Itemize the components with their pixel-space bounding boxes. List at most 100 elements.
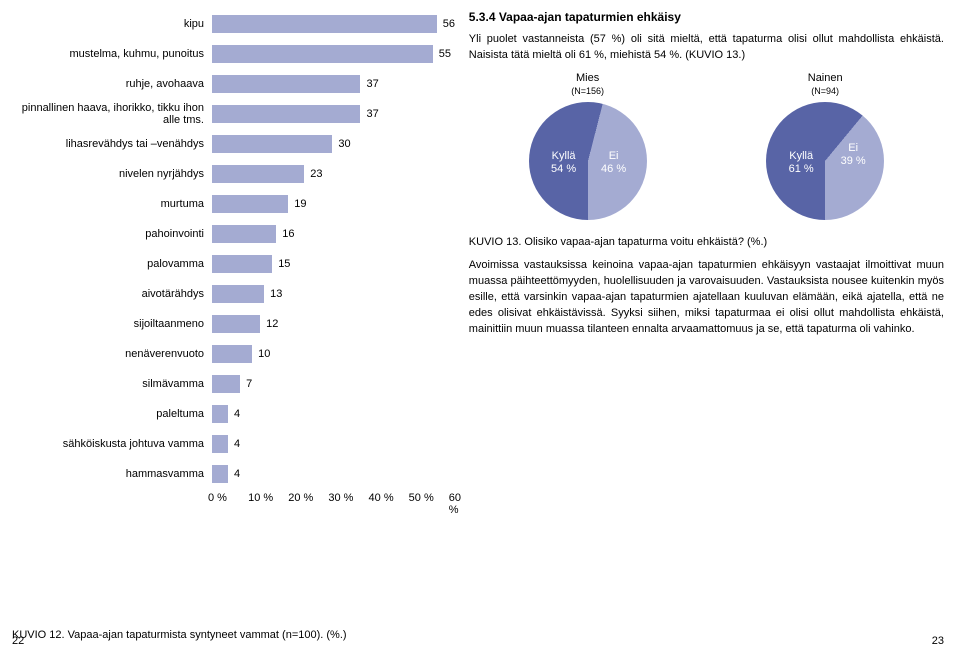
bar-label: silmävamma [12,378,212,390]
bar-label: paleltuma [12,408,212,420]
bar-row: nivelen nyrjähdys 23 [12,160,453,188]
bar-label: palovamma [12,258,212,270]
axis-tick-label: 30 % [328,492,353,504]
bar-value: 37 [362,75,378,93]
bar-value: 7 [242,375,252,393]
bar-value: 4 [230,405,240,423]
bar-fill [212,435,228,453]
figure-13-caption: KUVIO 13. Olisiko vapaa-ajan tapaturma v… [469,236,944,248]
bar-track: 4 [212,405,453,423]
bar-fill [212,405,228,423]
axis-tick-label: 60 % [449,492,461,516]
bar-fill [212,255,272,273]
bar-label: pinnallinen haava, ihorikko, tikku ihon … [12,102,212,126]
pie-mies: Kyllä54 % Ei46 % [529,102,647,220]
bar-row: lihasrevähdys tai –venähdys 30 [12,130,453,158]
bar-fill [212,225,276,243]
bar-track: 23 [212,165,453,183]
axis-tick-label: 40 % [369,492,394,504]
page-number-left: 22 [12,635,24,647]
bar-value: 30 [334,135,350,153]
bar-row: palovamma 15 [12,250,453,278]
bar-track: 4 [212,435,453,453]
axis-tick-label: 50 % [409,492,434,504]
bar-label: pahoinvointi [12,228,212,240]
bar-track: 15 [212,255,453,273]
bar-value: 55 [435,45,451,63]
bar-fill [212,285,264,303]
bar-track: 56 [212,15,453,33]
bar-row: pinnallinen haava, ihorikko, tikku ihon … [12,100,453,128]
body-paragraph: Avoimissa vastauksissa keinoina vapaa-aj… [469,258,944,338]
bar-fill [212,375,240,393]
pie-nainen-yes-label: Kyllä61 % [776,150,826,176]
bar-row: ruhje, avohaava 37 [12,70,453,98]
bar-label: hammasvamma [12,468,212,480]
bar-value: 19 [290,195,306,213]
pie-nainen: Kyllä61 % Ei39 % [766,102,884,220]
section-heading: 5.3.4 Vapaa-ajan tapaturmien ehkäisy [469,10,944,24]
bar-track: 19 [212,195,453,213]
intro-paragraph: Yli puolet vastanneista (57 %) oli sitä … [469,32,944,64]
axis-tick-label: 10 % [248,492,273,504]
bar-chart: kipu56 mustelma, kuhmu, punoitus 55 ruhje, … [12,10,453,488]
bar-value: 12 [262,315,278,333]
bar-value: 10 [254,345,270,363]
pie-nainen-no-label: Ei39 % [828,142,878,168]
bar-label: kipu [12,18,212,30]
bar-value: 4 [230,465,240,483]
bar-chart-x-axis: 0 %10 %20 %30 %40 %50 %60 % [220,492,453,508]
bar-label: aivotärähdys [12,288,212,300]
bar-label: nivelen nyrjähdys [12,168,212,180]
bar-row: sijoiltaanmeno 12 [12,310,453,338]
bar-row: sähköiskusta johtuva vamma 4 [12,430,453,458]
bar-track: 13 [212,285,453,303]
bar-fill [212,75,360,93]
bar-label: mustelma, kuhmu, punoitus [12,48,212,60]
bar-label: ruhje, avohaava [12,78,212,90]
pie-mies-sub: (N=156) [571,86,604,96]
bar-row: aivotärähdys 13 [12,280,453,308]
bar-fill [212,195,288,213]
bar-value: 13 [266,285,282,303]
bar-fill [212,105,360,123]
bar-fill [212,15,437,33]
bar-value: 23 [306,165,322,183]
bar-fill [212,135,332,153]
bar-row: pahoinvointi 16 [12,220,453,248]
figure-12-caption: KUVIO 12. Vapaa-ajan tapaturmista syntyn… [12,629,347,641]
bar-value: 16 [278,225,294,243]
bar-fill [212,165,304,183]
bar-fill [212,465,228,483]
bar-fill [212,315,260,333]
bar-track: 30 [212,135,453,153]
bar-fill [212,345,252,363]
bar-label: sähköiskusta johtuva vamma [12,438,212,450]
bar-value: 37 [362,105,378,123]
bar-label: murtuma [12,198,212,210]
bar-row: silmävamma 7 [12,370,453,398]
pie-nainen-title: Nainen [808,72,843,84]
bar-value: 15 [274,255,290,273]
bar-track: 55 [212,45,453,63]
bar-row: nenäverenvuoto 10 [12,340,453,368]
pie-mies-title: Mies [576,72,599,84]
bar-row: hammasvamma 4 [12,460,453,488]
bar-track: 37 [212,75,453,93]
bar-track: 12 [212,315,453,333]
pie-charts-block: Mies (N=156) Kyllä54 % Ei46 % Nainen (N=… [469,72,944,220]
bar-track: 7 [212,375,453,393]
bar-row: murtuma 19 [12,190,453,218]
bar-track: 4 [212,465,453,483]
bar-row: paleltuma 4 [12,400,453,428]
bar-label: lihasrevähdys tai –venähdys [12,138,212,150]
axis-tick-label: 0 % [208,492,227,504]
pie-nainen-sub: (N=94) [811,86,839,96]
bar-label: sijoiltaanmeno [12,318,212,330]
bar-track: 10 [212,345,453,363]
bar-fill [212,45,433,63]
bar-track: 37 [212,105,453,123]
bar-label: nenäverenvuoto [12,348,212,360]
pie-mies-no-label: Ei46 % [589,150,639,176]
bar-value: 4 [230,435,240,453]
